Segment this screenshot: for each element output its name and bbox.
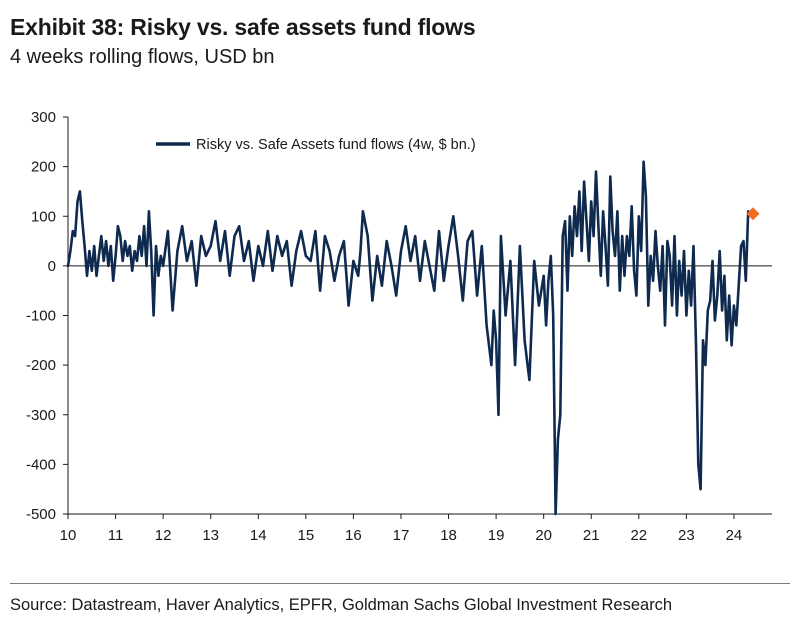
x-tick-label: 12	[155, 527, 172, 544]
x-tick-label: 20	[535, 527, 552, 544]
footer-rule	[10, 583, 790, 584]
x-tick-label: 23	[678, 527, 695, 544]
series-layer	[66, 160, 760, 516]
y-tick-label: -100	[26, 308, 56, 325]
y-tick-label: -400	[26, 456, 56, 473]
x-tick-label: 18	[440, 527, 457, 544]
x-tick-label: 14	[250, 527, 267, 544]
x-tick-label: 13	[202, 527, 219, 544]
x-tick-label: 24	[726, 527, 743, 544]
x-tick-label: 16	[345, 527, 362, 544]
y-tick-label: 0	[48, 258, 56, 275]
x-tick-label: 17	[393, 527, 410, 544]
y-tick-label: 200	[31, 159, 56, 176]
latest-value-marker	[746, 207, 760, 221]
source-note: Source: Datastream, Haver Analytics, EPF…	[10, 596, 673, 614]
x-tick-label: 15	[297, 527, 314, 544]
y-tick-label: -200	[26, 357, 56, 374]
series-line	[66, 160, 750, 516]
chart-subtitle: 4 weeks rolling flows, USD bn	[10, 46, 275, 68]
x-tick-label: 11	[108, 527, 124, 544]
x-tick-label: 21	[583, 527, 600, 544]
y-tick-label: 100	[31, 208, 56, 225]
legend-label: Risky vs. Safe Assets fund flows (4w, $ …	[196, 137, 476, 153]
chart-title: Exhibit 38: Risky vs. safe assets fund f…	[10, 14, 476, 40]
x-tick-label: 10	[60, 527, 77, 544]
y-tick-label: 300	[31, 109, 56, 126]
x-tick-label: 22	[630, 527, 647, 544]
y-tick-label: -500	[26, 506, 56, 523]
y-tick-label: -300	[26, 407, 56, 424]
x-tick-label: 19	[488, 527, 505, 544]
chart-legend: Risky vs. Safe Assets fund flows (4w, $ …	[156, 137, 476, 153]
